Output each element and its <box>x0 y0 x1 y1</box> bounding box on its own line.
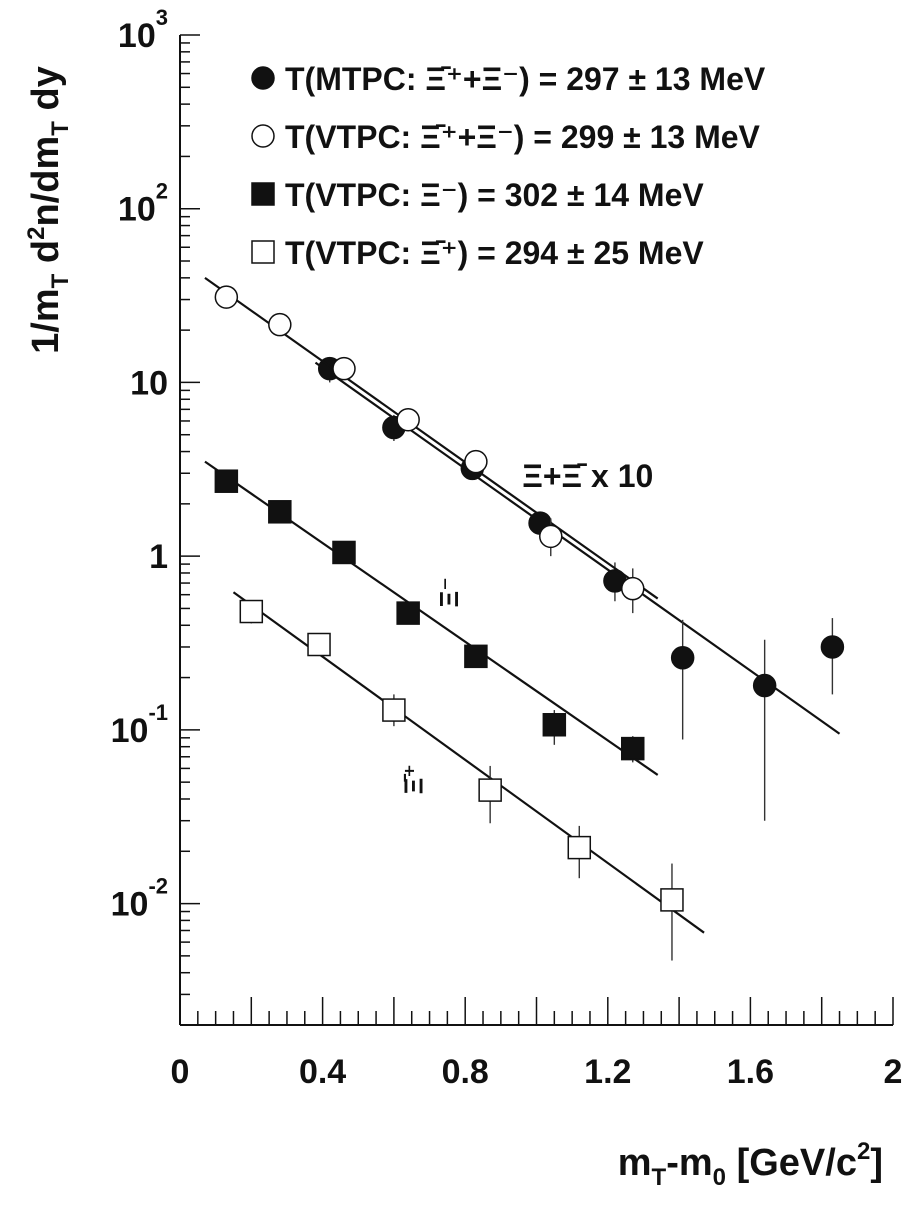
x-tick-label: 0.8 <box>442 1053 489 1091</box>
data-point-filled-square <box>542 713 567 737</box>
x-tick-label: 0.4 <box>299 1053 346 1091</box>
annotation-xi-minus: Ξ⁻ <box>434 577 464 607</box>
data-point-open-circle <box>464 449 488 474</box>
series-filled-square <box>204 460 659 776</box>
data-point-filled-square <box>396 601 420 625</box>
y-tick-label: 10 <box>130 364 168 402</box>
legend-label: T(MTPC: Ξ̄⁺+Ξ⁻) = 297 ± 13 MeV <box>285 61 766 97</box>
legend-label: T(VTPC: Ξ⁻) = 302 ± 14 MeV <box>285 177 704 213</box>
data-point-open-square <box>307 632 331 657</box>
annotation-sum-label: Ξ+Ξ̄ x 10 <box>522 458 653 494</box>
legend-marker-open-square <box>251 240 275 264</box>
x-tick-label: 1.2 <box>584 1053 631 1091</box>
legend-label: T(VTPC: Ξ̄⁺) = 294 ± 25 MeV <box>285 235 704 271</box>
data-point-filled-circle <box>670 646 695 670</box>
series-open-square <box>232 591 705 961</box>
axes <box>179 34 894 1026</box>
data-point-open-circle <box>396 407 420 432</box>
data-point-open-square <box>239 599 264 624</box>
x-tick-label: 0 <box>171 1053 190 1091</box>
data-point-open-square <box>478 778 502 802</box>
data-point-open-circle <box>214 285 239 309</box>
y-tick-label: 1 <box>149 538 168 576</box>
y-tick-label: 102 <box>118 179 168 229</box>
y-tick-label: 10-2 <box>111 874 168 924</box>
data-point-open-square <box>660 888 684 912</box>
data-point-filled-square <box>621 736 645 761</box>
y-tick-label: 10-1 <box>111 700 168 750</box>
legend-marker-open-circle <box>251 124 275 148</box>
legend: T(MTPC: Ξ̄⁺+Ξ⁻) = 297 ± 13 MeV T(VTPC: Ξ̄… <box>251 61 766 271</box>
legend-marker-filled-square <box>251 182 275 206</box>
annotation-xi-bar-plus: Ξ̄⁺ <box>398 764 428 794</box>
data-point-filled-circle <box>820 635 845 659</box>
legend-marker-filled-circle <box>251 66 275 90</box>
series-open-circle <box>204 276 659 614</box>
data-point-open-square <box>567 835 592 860</box>
data-point-open-circle <box>621 576 645 601</box>
data-point-filled-square <box>464 644 488 669</box>
data-point-filled-square <box>214 469 239 493</box>
x-tick-label: 2 <box>884 1053 903 1091</box>
x-tick-label: 1.6 <box>727 1053 774 1091</box>
data-point-filled-circle <box>752 673 777 698</box>
data-point-open-square <box>382 698 406 722</box>
data-point-filled-square <box>332 540 356 565</box>
data-point-filled-square <box>268 500 292 524</box>
data-point-open-circle <box>539 524 563 549</box>
series-filled-circle <box>314 356 845 821</box>
legend-label: T(VTPC: Ξ̄⁺+Ξ⁻) = 299 ± 13 MeV <box>285 119 761 155</box>
y-axis-title: 1/mT d2n/dmT dy <box>23 66 74 354</box>
data-point-open-circle <box>332 356 356 381</box>
x-axis-title: mT-m0 [GeV/c2] <box>618 1138 883 1191</box>
y-tick-label: 103 <box>118 5 168 55</box>
data-point-open-circle <box>268 312 292 337</box>
